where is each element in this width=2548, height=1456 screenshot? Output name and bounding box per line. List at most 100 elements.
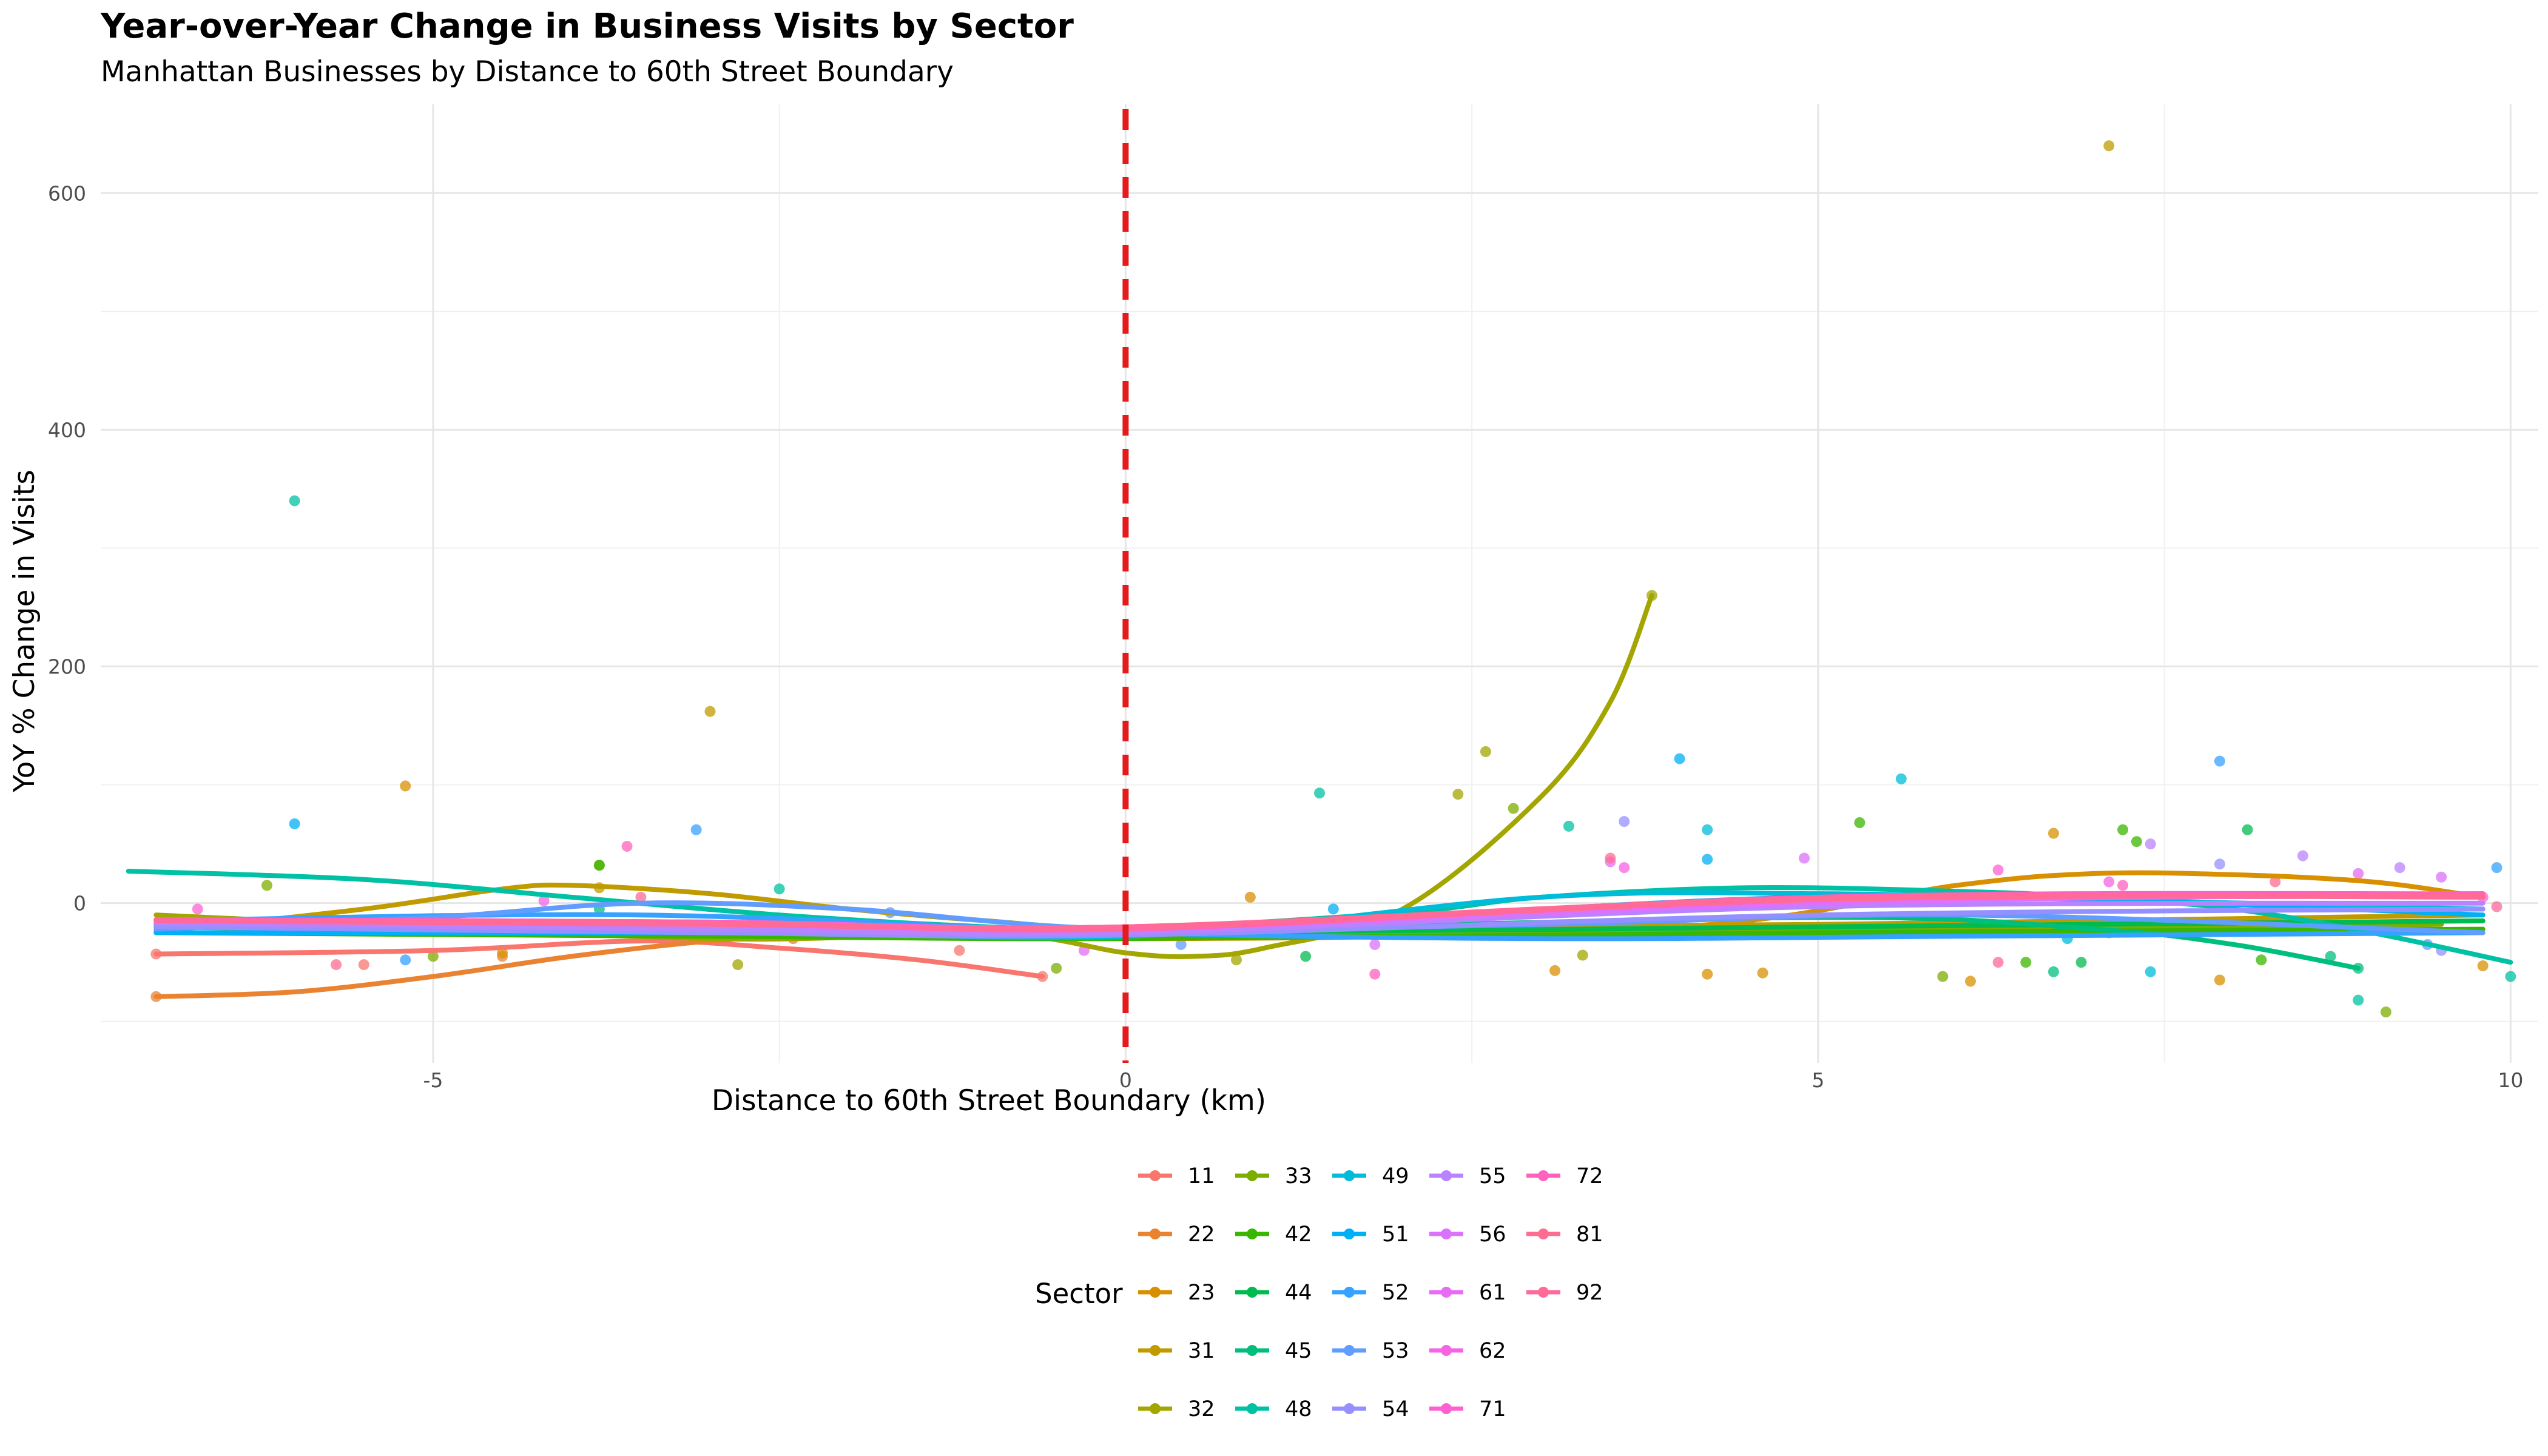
legend-key-point-72 <box>1538 1170 1549 1181</box>
data-point-sector-49 <box>1702 824 1713 835</box>
legend-label-44: 44 <box>1285 1281 1312 1305</box>
data-point-sector-51 <box>1702 854 1713 865</box>
data-point-sector-23 <box>1757 967 1768 979</box>
legend-key-point-61 <box>1441 1287 1452 1298</box>
data-point-sector-11 <box>954 945 965 956</box>
data-point-sector-56 <box>2436 871 2447 883</box>
legend-key-point-62 <box>1441 1345 1452 1356</box>
data-point-sector-42 <box>2256 954 2267 966</box>
data-point-sector-32 <box>1577 949 1588 961</box>
data-point-sector-23 <box>1549 965 1561 976</box>
smooth-lines <box>126 593 2513 999</box>
data-point-sector-52 <box>400 954 411 966</box>
data-point-sector-32 <box>1480 746 1491 757</box>
legend-key-point-42 <box>1247 1228 1258 1239</box>
legend-label-23: 23 <box>1188 1281 1215 1305</box>
legend-label-49: 49 <box>1382 1164 1409 1188</box>
legend-title: Sector <box>1035 1278 1123 1310</box>
legend-label-52: 52 <box>1382 1281 1409 1305</box>
data-point-sector-48 <box>2353 994 2364 1006</box>
legend-label-33: 33 <box>1285 1164 1312 1188</box>
legend-key-point-81 <box>1538 1228 1549 1239</box>
x-tick-label: 0 <box>1119 1068 1132 1092</box>
data-point-sector-71 <box>1992 864 2004 876</box>
smooth-line-sector-22 <box>153 928 990 999</box>
data-point-sector-23 <box>2048 827 2059 839</box>
legend-label-51: 51 <box>1382 1222 1409 1247</box>
legend-label-62: 62 <box>1479 1339 1506 1363</box>
data-point-sector-32 <box>732 959 744 971</box>
data-point-sector-62 <box>2103 876 2115 888</box>
data-point-sector-53 <box>1175 939 1187 950</box>
data-point-sector-45 <box>2325 951 2336 962</box>
data-point-sector-42 <box>593 860 605 871</box>
legend-label-45: 45 <box>1285 1339 1312 1363</box>
legend-label-53: 53 <box>1382 1339 1409 1363</box>
legend-key-point-55 <box>1441 1170 1452 1181</box>
smooth-line-sector-55 <box>153 900 2486 937</box>
data-point-sector-33 <box>1051 962 1062 974</box>
data-point-sector-55 <box>2145 838 2156 850</box>
legend-key-point-33 <box>1247 1170 1258 1181</box>
legend-label-31: 31 <box>1188 1339 1215 1363</box>
legend-label-11: 11 <box>1188 1164 1215 1188</box>
data-point-sector-81 <box>1605 852 1616 864</box>
data-point-sector-52 <box>2491 862 2502 874</box>
legend-key-point-23 <box>1150 1287 1161 1298</box>
legend-key-point-32 <box>1150 1403 1161 1414</box>
legend-label-55: 55 <box>1479 1164 1506 1188</box>
grid <box>101 104 2538 1063</box>
x-tick-label: -5 <box>423 1068 443 1092</box>
data-point-sector-92 <box>635 891 647 903</box>
legend-label-54: 54 <box>1382 1397 1409 1421</box>
data-point-sector-23 <box>497 947 508 959</box>
data-point-sector-23 <box>2477 960 2489 972</box>
data-point-sector-56 <box>1799 852 1810 864</box>
data-point-sector-33 <box>2380 1006 2391 1018</box>
data-point-sector-42 <box>2117 824 2129 835</box>
legend-key-point-56 <box>1441 1228 1452 1239</box>
legend-key-point-71 <box>1441 1403 1452 1414</box>
data-point-sector-32 <box>1231 954 1242 966</box>
data-point-sector-23 <box>1964 976 1976 987</box>
data-point-sector-42 <box>1854 817 1866 829</box>
data-point-sector-51 <box>1674 753 1685 764</box>
data-point-sector-56 <box>1369 939 1381 950</box>
data-point-sector-45 <box>2048 966 2059 977</box>
y-axis-title: YoY % Change in Visits <box>8 470 41 793</box>
data-point-sector-48 <box>1563 820 1574 832</box>
smooth-line-sector-92 <box>153 893 2486 931</box>
legend-label-42: 42 <box>1285 1222 1312 1247</box>
data-point-sector-49 <box>1895 773 1907 784</box>
smooth-line-sector-54 <box>153 906 2486 939</box>
smooth-line-sector-52 <box>153 912 2486 942</box>
legend-label-81: 81 <box>1576 1222 1603 1247</box>
y-tick-label: 600 <box>48 181 86 205</box>
data-point-sector-33 <box>1508 803 1519 814</box>
legend: 11 22 23 31 32 33 42 44 45 48 49 51 52 53 54 55 56 61 62 71… <box>1138 1164 1603 1421</box>
legend-key-point-54 <box>1344 1403 1355 1414</box>
data-point-sector-11 <box>358 959 369 971</box>
data-point-sector-33 <box>427 951 439 962</box>
data-point-sector-23 <box>1702 968 1713 980</box>
y-tick-label: 200 <box>48 655 86 679</box>
data-point-sector-44 <box>2075 957 2087 968</box>
x-tick-label: 10 <box>2498 1068 2523 1092</box>
data-point-sector-49 <box>2145 966 2156 977</box>
legend-label-61: 61 <box>1479 1281 1506 1305</box>
data-point-sector-71 <box>192 903 203 915</box>
legend-key-point-51 <box>1344 1228 1355 1239</box>
data-point-sector-42 <box>2020 957 2032 968</box>
data-point-sector-23 <box>2214 974 2225 986</box>
smooth-line-sector-11 <box>153 939 1045 979</box>
legend-key-point-11 <box>1150 1170 1161 1181</box>
data-point-sector-33 <box>1937 971 1949 982</box>
data-point-sector-31 <box>704 706 716 717</box>
legend-label-32: 32 <box>1188 1397 1215 1421</box>
data-point-sector-51 <box>1327 903 1339 915</box>
data-point-sector-31 <box>2103 140 2115 152</box>
data-point-sector-44 <box>1300 951 1312 962</box>
data-point-sector-61 <box>2353 868 2364 879</box>
data-point-sector-52 <box>2214 755 2225 767</box>
